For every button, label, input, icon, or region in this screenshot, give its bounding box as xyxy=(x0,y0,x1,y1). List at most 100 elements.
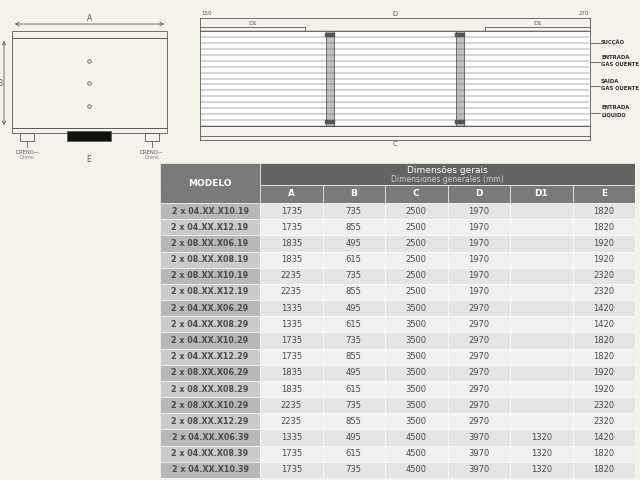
FancyBboxPatch shape xyxy=(323,219,385,235)
FancyBboxPatch shape xyxy=(447,333,510,348)
FancyBboxPatch shape xyxy=(573,365,635,381)
FancyBboxPatch shape xyxy=(160,284,260,300)
FancyBboxPatch shape xyxy=(323,185,385,203)
FancyBboxPatch shape xyxy=(510,445,573,462)
FancyBboxPatch shape xyxy=(160,397,260,413)
FancyBboxPatch shape xyxy=(385,268,447,284)
FancyBboxPatch shape xyxy=(385,185,447,203)
Text: ENTRADA
LÍQUIDO: ENTRADA LÍQUIDO xyxy=(601,105,629,117)
FancyBboxPatch shape xyxy=(160,300,260,316)
FancyBboxPatch shape xyxy=(447,219,510,235)
Bar xyxy=(145,133,159,141)
FancyBboxPatch shape xyxy=(385,397,447,413)
Text: 1920: 1920 xyxy=(593,239,614,248)
Text: 3500: 3500 xyxy=(406,368,427,377)
Text: 1735: 1735 xyxy=(280,449,302,458)
FancyBboxPatch shape xyxy=(323,316,385,333)
Text: 1970: 1970 xyxy=(468,223,490,232)
FancyBboxPatch shape xyxy=(323,284,385,300)
FancyBboxPatch shape xyxy=(260,445,323,462)
Text: 2 x 04.XX.X10.29: 2 x 04.XX.X10.29 xyxy=(172,336,248,345)
Text: 1420: 1420 xyxy=(593,304,614,312)
FancyBboxPatch shape xyxy=(447,397,510,413)
FancyBboxPatch shape xyxy=(260,203,323,219)
Text: 3500: 3500 xyxy=(406,384,427,394)
FancyBboxPatch shape xyxy=(260,381,323,397)
FancyBboxPatch shape xyxy=(573,462,635,478)
Bar xyxy=(325,120,335,124)
Text: 2500: 2500 xyxy=(406,288,427,297)
FancyBboxPatch shape xyxy=(510,185,573,203)
Text: B: B xyxy=(0,79,2,87)
Text: 855: 855 xyxy=(346,288,362,297)
Text: 4500: 4500 xyxy=(406,449,427,458)
FancyBboxPatch shape xyxy=(573,268,635,284)
FancyBboxPatch shape xyxy=(323,381,385,397)
FancyBboxPatch shape xyxy=(510,252,573,268)
Text: 495: 495 xyxy=(346,239,362,248)
Text: 3500: 3500 xyxy=(406,320,427,329)
Text: 3500: 3500 xyxy=(406,417,427,426)
Text: C: C xyxy=(413,190,420,199)
FancyBboxPatch shape xyxy=(573,252,635,268)
FancyBboxPatch shape xyxy=(510,348,573,365)
Text: 1835: 1835 xyxy=(280,255,302,264)
Text: 1970: 1970 xyxy=(468,239,490,248)
FancyBboxPatch shape xyxy=(447,252,510,268)
Text: ENTRADA
GÁS QUENTE: ENTRADA GÁS QUENTE xyxy=(601,55,639,67)
Text: 735: 735 xyxy=(346,206,362,216)
Text: DRENO—: DRENO— xyxy=(15,150,39,155)
FancyBboxPatch shape xyxy=(510,430,573,445)
FancyBboxPatch shape xyxy=(385,203,447,219)
Text: 1835: 1835 xyxy=(280,368,302,377)
Text: 1820: 1820 xyxy=(593,466,614,474)
FancyBboxPatch shape xyxy=(323,252,385,268)
FancyBboxPatch shape xyxy=(323,365,385,381)
Text: 2 x 04.XX.X06.29: 2 x 04.XX.X06.29 xyxy=(172,304,248,312)
Text: 2235: 2235 xyxy=(281,401,302,410)
Text: 2970: 2970 xyxy=(468,384,490,394)
FancyBboxPatch shape xyxy=(510,284,573,300)
Text: D1: D1 xyxy=(533,21,541,26)
Text: D1: D1 xyxy=(248,21,257,26)
Text: 2 x 08.XX.X06.19: 2 x 08.XX.X06.19 xyxy=(172,239,248,248)
Text: 2970: 2970 xyxy=(468,368,490,377)
Text: Dreno: Dreno xyxy=(20,155,35,160)
Text: 1335: 1335 xyxy=(280,320,302,329)
Text: 1820: 1820 xyxy=(593,449,614,458)
Text: 615: 615 xyxy=(346,384,362,394)
FancyBboxPatch shape xyxy=(447,235,510,252)
Text: 1820: 1820 xyxy=(593,206,614,216)
FancyBboxPatch shape xyxy=(573,203,635,219)
Text: 2320: 2320 xyxy=(593,417,614,426)
Text: 1735: 1735 xyxy=(280,466,302,474)
FancyBboxPatch shape xyxy=(260,316,323,333)
FancyBboxPatch shape xyxy=(573,235,635,252)
FancyBboxPatch shape xyxy=(447,300,510,316)
FancyBboxPatch shape xyxy=(385,381,447,397)
Text: 1735: 1735 xyxy=(280,206,302,216)
Text: SUCÇÃO: SUCÇÃO xyxy=(601,39,625,45)
Text: 2 x 04.XX.X12.19: 2 x 04.XX.X12.19 xyxy=(172,223,248,232)
Text: 1820: 1820 xyxy=(593,336,614,345)
Text: 4500: 4500 xyxy=(406,466,427,474)
Text: A: A xyxy=(288,190,295,199)
FancyBboxPatch shape xyxy=(323,413,385,430)
FancyBboxPatch shape xyxy=(323,445,385,462)
FancyBboxPatch shape xyxy=(510,268,573,284)
FancyBboxPatch shape xyxy=(385,445,447,462)
Text: 1320: 1320 xyxy=(531,466,552,474)
FancyBboxPatch shape xyxy=(573,185,635,203)
FancyBboxPatch shape xyxy=(260,219,323,235)
Text: 1970: 1970 xyxy=(468,288,490,297)
Text: 2235: 2235 xyxy=(281,271,302,280)
Text: A: A xyxy=(87,14,92,23)
FancyBboxPatch shape xyxy=(160,445,260,462)
Text: 1735: 1735 xyxy=(280,336,302,345)
Text: 1970: 1970 xyxy=(468,206,490,216)
FancyBboxPatch shape xyxy=(573,284,635,300)
FancyBboxPatch shape xyxy=(160,235,260,252)
Text: 2 x 04.XX.X08.39: 2 x 04.XX.X08.39 xyxy=(172,449,248,458)
Text: 1920: 1920 xyxy=(593,368,614,377)
Text: 2970: 2970 xyxy=(468,336,490,345)
